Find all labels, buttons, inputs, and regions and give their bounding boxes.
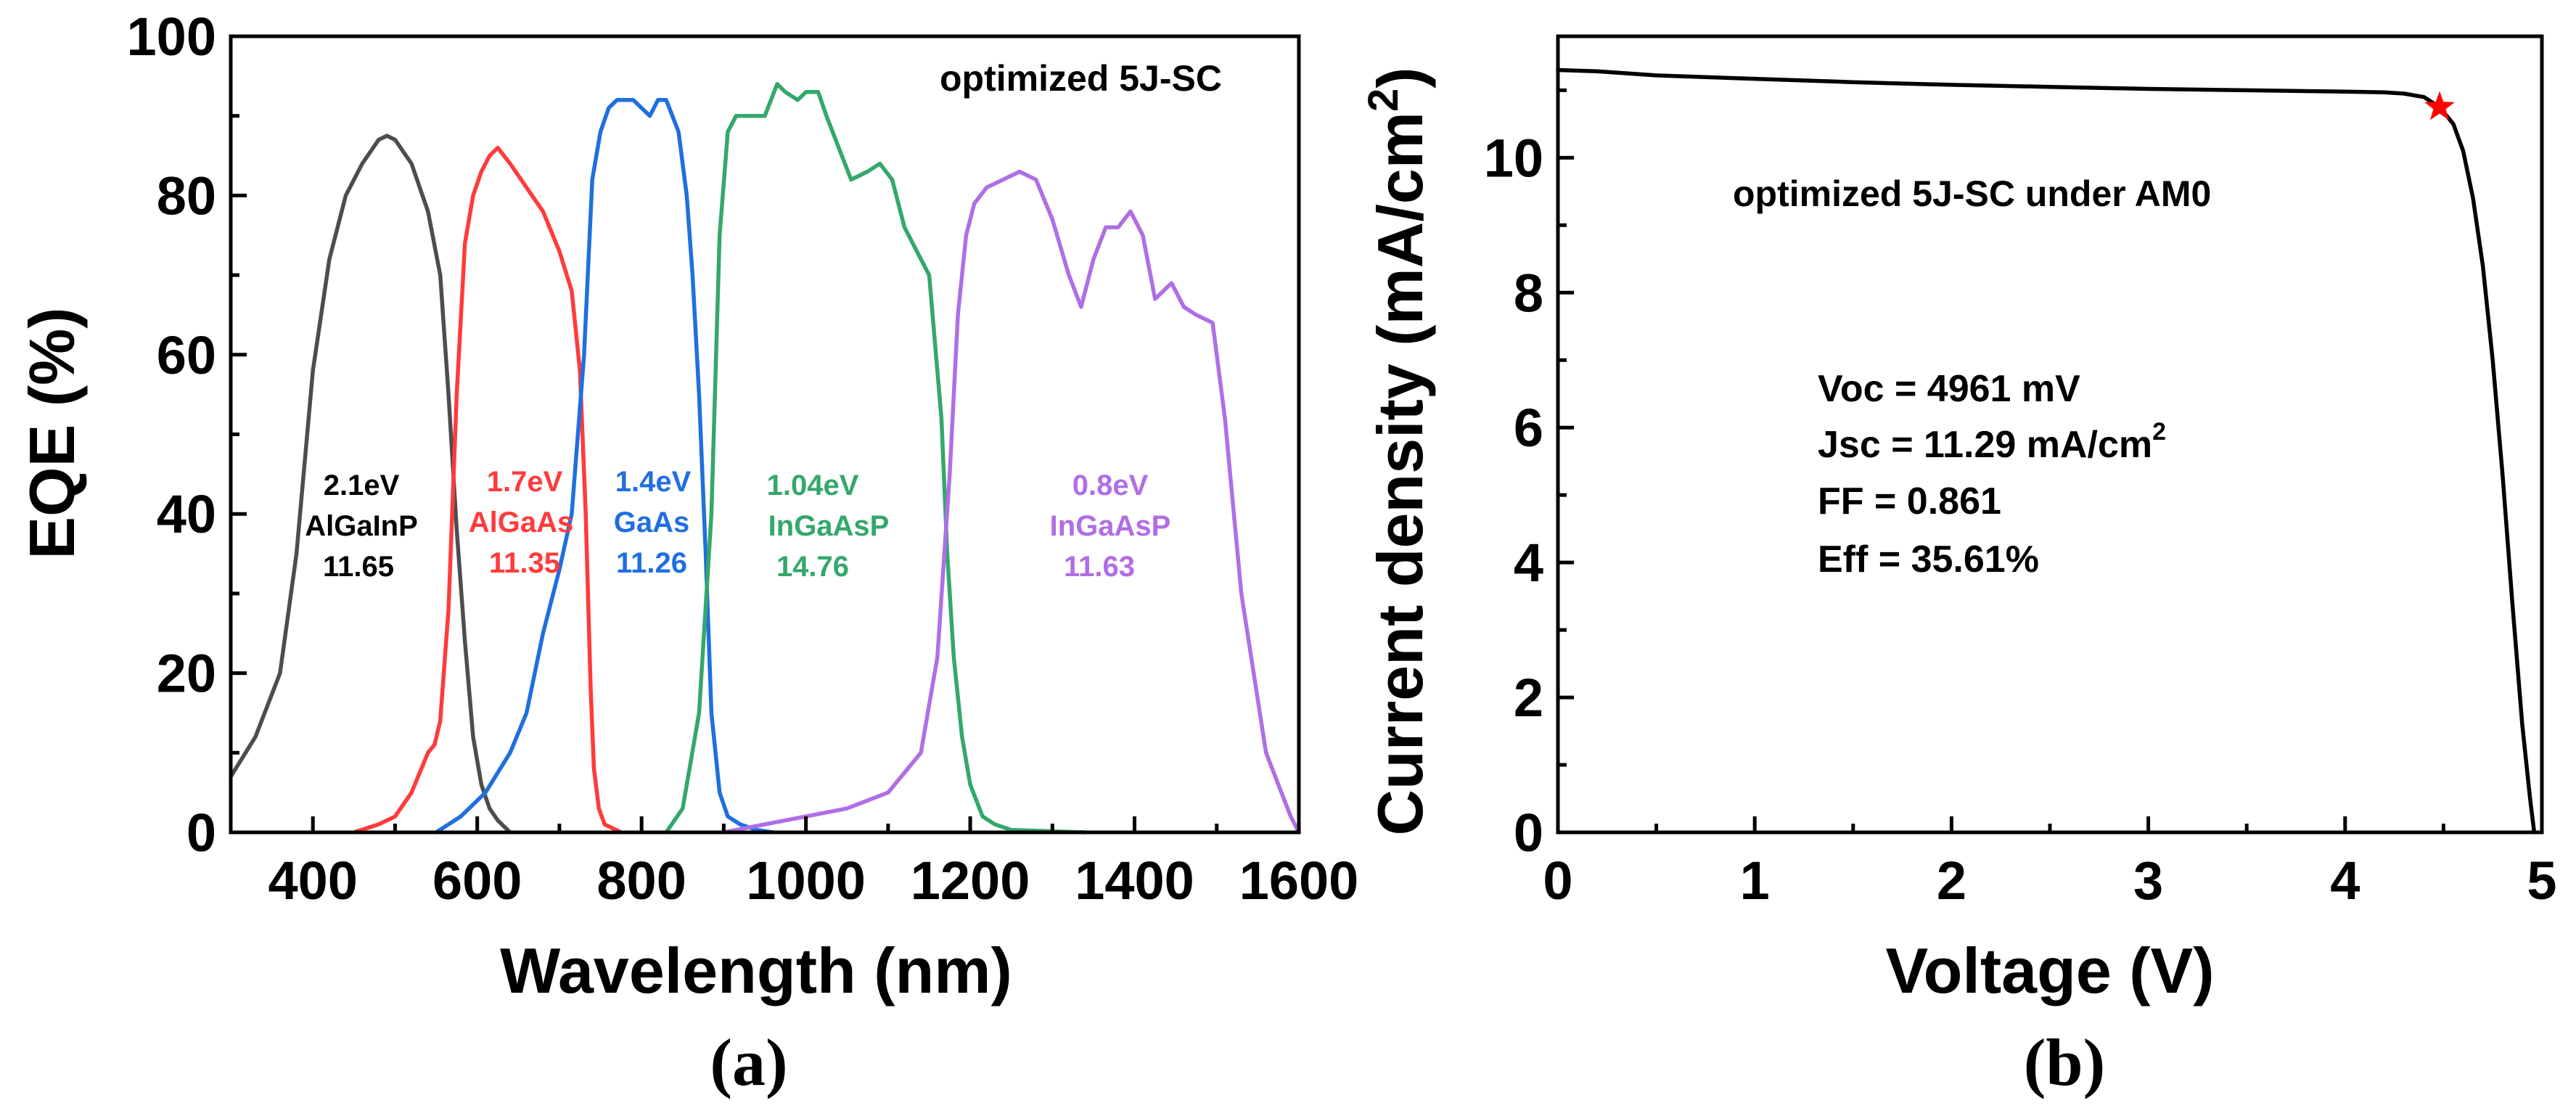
panel-b-label: (b) <box>2024 1025 2105 1099</box>
band-label-algainp-line3: 11.65 <box>323 551 394 583</box>
series-line-b-0 <box>1556 67 2537 835</box>
series-line-a-3 <box>664 82 1088 835</box>
panel-a-ticks: 400 600 800 1000 1200 1400 1600 0 20 40 60 80 100 <box>127 7 1359 911</box>
xtick-label-a-6: 1600 <box>1239 850 1359 911</box>
xtick-label-b-0: 0 <box>1543 850 1572 911</box>
band-label-algaas-line2: AlGaAs <box>469 507 574 538</box>
ytick-label-b-2: 4 <box>1514 533 1543 593</box>
series-line-a-2 <box>434 98 776 835</box>
band-label-gaas-line1: 1.4eV <box>615 466 692 498</box>
xtick-label-b-4: 4 <box>2330 850 2360 911</box>
series-line-a-4 <box>721 169 1301 835</box>
panel-b-ylabel-close: ) <box>1364 67 1436 88</box>
xtick-label-a-0: 400 <box>268 850 357 911</box>
band-label-ingaasp-2: 0.8eV InGaAsP 11.63 <box>1050 470 1171 583</box>
band-label-gaas: 1.4eV GaAs 11.26 <box>614 466 692 579</box>
ytick-label-a-0: 0 <box>186 803 216 863</box>
band-label-ingaasp-2-line2: InGaAsP <box>1050 510 1171 542</box>
ytick-label-b-1: 2 <box>1514 668 1543 728</box>
band-label-algainp-line1: 2.1eV <box>324 470 400 501</box>
band-label-ingaasp-1: 1.04eV InGaAsP 14.76 <box>767 470 890 583</box>
band-label-algaas: 1.7eV AlGaAs 11.35 <box>469 466 574 579</box>
ytick-label-a-3: 60 <box>157 325 216 385</box>
stat-eff: Eff = 35.61% <box>1818 538 2039 581</box>
xtick-label-b-5: 5 <box>2527 850 2556 911</box>
panel-b-ylabel-sup: 2 <box>1360 89 1407 112</box>
panel-a-ylabel: EQE (%) <box>16 307 88 559</box>
ytick-label-b-3: 6 <box>1514 398 1543 458</box>
xtick-label-b-3: 3 <box>2133 850 2163 911</box>
panel-b-xlabel: Voltage (V) <box>1885 935 2214 1007</box>
panel-a-xlabel: Wavelength (nm) <box>500 935 1012 1007</box>
band-label-ingaasp-1-line3: 14.76 <box>776 551 849 583</box>
panel-b-ylabel-main: Current density (mA/cm <box>1364 112 1436 836</box>
stat-ff: FF = 0.861 <box>1818 480 2001 522</box>
xtick-label-a-5: 1400 <box>1075 850 1194 911</box>
stat-jsc: Jsc = 11.29 mA/cm2 <box>1818 418 2166 466</box>
stat-jsc-sup: 2 <box>2152 418 2166 446</box>
band-label-algainp: 2.1eV AlGaInP 11.65 <box>305 470 418 583</box>
xtick-label-a-1: 600 <box>432 850 522 911</box>
panel-a-annotation: optimized 5J-SC <box>940 58 1222 99</box>
mpp-star-marker <box>2424 91 2455 120</box>
panel-b-ticks: 0 1 2 3 4 5 0 2 4 6 8 10 <box>1484 88 2557 911</box>
series-line-a-1 <box>352 145 623 835</box>
panel-b-ylabel: Current density (mA/cm2) <box>1360 67 1436 835</box>
ytick-label-a-4: 80 <box>157 165 216 226</box>
panel-a-frame <box>229 34 1301 835</box>
xtick-label-b-1: 1 <box>1740 850 1770 911</box>
panel-b-annotation: optimized 5J-SC under AM0 <box>1733 173 2211 214</box>
band-label-algainp-line2: AlGaInP <box>305 510 418 542</box>
band-label-algaas-line1: 1.7eV <box>487 466 563 498</box>
panel-a-label: (a) <box>710 1025 787 1099</box>
stats-block: Voc = 4961 mV Jsc = 11.29 mA/cm2 FF = 0.… <box>1818 368 2166 581</box>
ytick-label-b-0: 0 <box>1514 803 1543 863</box>
band-label-algaas-line3: 11.35 <box>489 547 560 579</box>
xtick-label-b-2: 2 <box>1937 850 1966 911</box>
band-label-gaas-line3: 11.26 <box>616 547 687 579</box>
ytick-label-b-5: 10 <box>1484 128 1543 188</box>
xtick-label-a-4: 1200 <box>911 850 1030 911</box>
eqe-curves <box>229 82 1301 835</box>
band-label-ingaasp-2-line3: 11.63 <box>1064 551 1135 583</box>
ytick-label-a-2: 40 <box>157 484 216 544</box>
stat-voc: Voc = 4961 mV <box>1818 368 2080 410</box>
series-line-a-0 <box>229 134 512 835</box>
ytick-label-a-5: 100 <box>127 7 216 67</box>
band-label-ingaasp-2-line1: 0.8eV <box>1072 470 1149 501</box>
xtick-label-a-3: 1000 <box>746 850 866 911</box>
band-label-ingaasp-1-line1: 1.04eV <box>767 470 859 501</box>
stat-jsc-main: Jsc = 11.29 mA/cm <box>1818 424 2152 466</box>
band-label-gaas-line2: GaAs <box>614 507 690 538</box>
band-label-ingaasp-1-line2: InGaAsP <box>768 510 890 542</box>
ytick-label-a-1: 20 <box>157 644 216 704</box>
ytick-label-b-4: 8 <box>1514 263 1543 323</box>
xtick-label-a-2: 800 <box>596 850 686 911</box>
jv-curve-group <box>1556 67 2537 835</box>
panel-a: 400 600 800 1000 1200 1400 1600 0 20 40 60 80 100 op… <box>16 7 1358 1099</box>
